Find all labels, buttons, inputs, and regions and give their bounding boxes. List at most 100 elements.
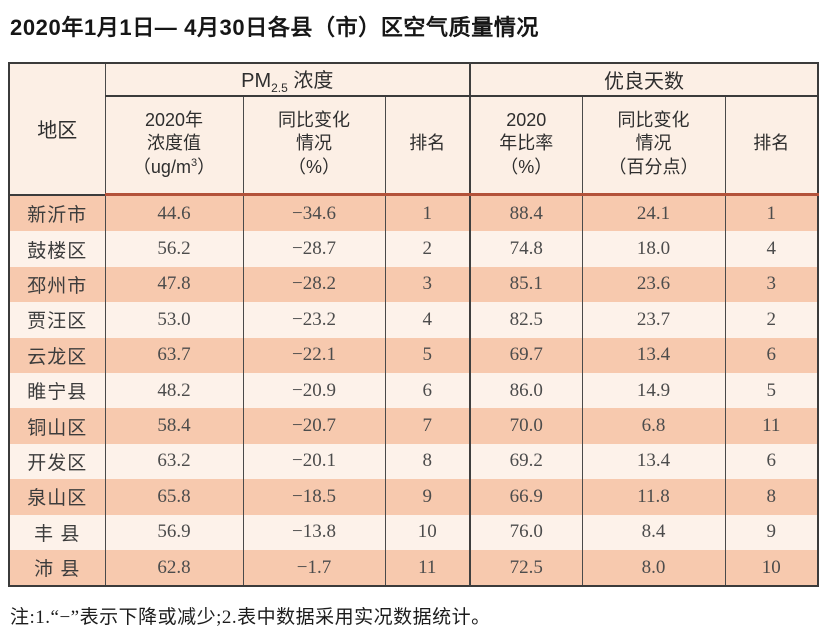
unit-post: ） bbox=[197, 156, 216, 177]
table-row: 新沂市 44.6 −34.6 1 88.4 24.1 1 bbox=[8, 194, 819, 232]
pm-value-cell: 53.0 bbox=[104, 302, 244, 338]
header-good-rank: 排名 bbox=[724, 96, 819, 196]
region-cell: 丰 县 bbox=[8, 514, 106, 550]
pm-concentration-label: 浓度 bbox=[287, 70, 334, 92]
sub-header-row: 2020年 浓度值 （ug/m3） 同比变化 情况 （%） 排名 2020 年比… bbox=[9, 96, 819, 196]
header-line: 2020年 bbox=[144, 110, 204, 131]
pm-rank-cell: 9 bbox=[384, 479, 471, 515]
good-change-cell: 8.0 bbox=[581, 549, 726, 587]
good-rate-cell: 82.5 bbox=[469, 302, 583, 338]
pm-value-cell: 63.7 bbox=[104, 337, 244, 373]
header-good-rate: 2020 年比率 （%） bbox=[469, 96, 583, 196]
good-change-cell: 13.4 bbox=[581, 443, 726, 480]
header-line: 浓度值 bbox=[147, 133, 201, 154]
pm-change-cell: −28.7 bbox=[242, 231, 386, 267]
pm-rank-cell: 3 bbox=[384, 266, 471, 303]
good-change-cell: 11.8 bbox=[581, 479, 726, 515]
header-line: 2020 bbox=[506, 110, 547, 131]
pm-rank-cell: 10 bbox=[384, 514, 471, 550]
footnote: 注:1.“−”表示下降或减少;2.表中数据采用实况数据统计。 bbox=[10, 607, 491, 629]
table-row: 贾汪区 53.0 −23.2 4 82.5 23.7 2 bbox=[8, 302, 819, 338]
good-rank-cell: 11 bbox=[724, 408, 819, 444]
table-row: 泉山区 65.8 −18.5 9 66.9 11.8 8 bbox=[8, 479, 819, 515]
table-row: 沛 县 62.8 −1.7 11 72.5 8.0 10 bbox=[8, 549, 819, 587]
pm-rank-cell: 7 bbox=[384, 408, 471, 444]
region-cell: 沛 县 bbox=[8, 549, 106, 587]
good-rank-cell: 1 bbox=[724, 194, 819, 232]
good-rank-cell: 3 bbox=[724, 266, 819, 303]
pm-rank-cell: 2 bbox=[384, 231, 471, 267]
good-rank-cell: 4 bbox=[724, 231, 819, 267]
header-good-change: 同比变化 情况 （百分点） bbox=[581, 96, 726, 196]
pm-rank-cell: 1 bbox=[384, 194, 471, 232]
good-rate-cell: 85.1 bbox=[469, 266, 583, 303]
header-line: （%） bbox=[287, 156, 340, 177]
good-rate-cell: 69.2 bbox=[469, 443, 583, 480]
pm-value-cell: 44.6 bbox=[104, 194, 244, 232]
pm-value-cell: 65.8 bbox=[104, 479, 244, 515]
header-pm-rank: 排名 bbox=[384, 96, 471, 196]
region-cell: 贾汪区 bbox=[8, 302, 106, 338]
good-change-cell: 14.9 bbox=[581, 372, 726, 409]
region-cell: 铜山区 bbox=[8, 408, 106, 444]
region-cell: 新沂市 bbox=[8, 194, 106, 232]
table-row: 开发区 63.2 −20.1 8 69.2 13.4 6 bbox=[8, 443, 819, 480]
header-line: 同比变化 bbox=[278, 110, 350, 131]
table-row: 邳州市 47.8 −28.2 3 85.1 23.6 3 bbox=[8, 266, 819, 303]
header-group-pm25: PM2.5 浓度 bbox=[104, 63, 471, 97]
header-line: （ug/m3） bbox=[108, 156, 241, 179]
good-rank-cell: 5 bbox=[724, 372, 819, 409]
pm-change-cell: −28.2 bbox=[242, 266, 386, 303]
pm-value-cell: 47.8 bbox=[104, 266, 244, 303]
region-cell: 泉山区 bbox=[8, 479, 106, 515]
good-rank-cell: 2 bbox=[724, 302, 819, 338]
good-rank-cell: 8 bbox=[724, 479, 819, 515]
pm-rank-cell: 5 bbox=[384, 337, 471, 373]
good-rate-cell: 66.9 bbox=[469, 479, 583, 515]
good-rate-cell: 76.0 bbox=[469, 514, 583, 550]
header-pm-value: 2020年 浓度值 （ug/m3） bbox=[104, 96, 244, 196]
good-rate-cell: 70.0 bbox=[469, 408, 583, 444]
pm-value-cell: 48.2 bbox=[104, 372, 244, 409]
pm-change-cell: −20.9 bbox=[242, 372, 386, 409]
pm-change-cell: −23.2 bbox=[242, 302, 386, 338]
region-cell: 鼓楼区 bbox=[8, 231, 106, 267]
good-change-cell: 23.6 bbox=[581, 266, 726, 303]
good-rank-cell: 9 bbox=[724, 514, 819, 550]
pm-change-cell: −20.1 bbox=[242, 443, 386, 480]
good-change-cell: 8.4 bbox=[581, 514, 726, 550]
region-cell: 开发区 bbox=[8, 443, 106, 480]
table-row: 睢宁县 48.2 −20.9 6 86.0 14.9 5 bbox=[8, 372, 819, 409]
pm-change-cell: −34.6 bbox=[242, 194, 386, 232]
pm-change-cell: −18.5 bbox=[242, 479, 386, 515]
unit-superscript: 3 bbox=[190, 156, 198, 169]
pm-rank-cell: 11 bbox=[384, 549, 471, 587]
header-line: （%） bbox=[500, 156, 553, 177]
good-change-cell: 23.7 bbox=[581, 302, 726, 338]
header-region: 地区 bbox=[8, 63, 106, 196]
pm-rank-cell: 8 bbox=[384, 443, 471, 480]
region-cell: 邳州市 bbox=[8, 266, 106, 303]
header-group-good-days: 优良天数 bbox=[468, 63, 819, 97]
pm-change-cell: −20.7 bbox=[242, 408, 386, 444]
good-rate-cell: 69.7 bbox=[469, 337, 583, 373]
good-change-cell: 6.8 bbox=[581, 408, 726, 444]
group-header-row: 地区 PM2.5 浓度 优良天数 bbox=[8, 63, 819, 196]
good-rate-cell: 86.0 bbox=[469, 372, 583, 409]
air-quality-table: 地区 PM2.5 浓度 优良天数 2020年 浓度值 （ug/m3） 同比变化 … bbox=[8, 62, 820, 588]
pm-rank-cell: 6 bbox=[384, 372, 471, 409]
header-line: 年比率 bbox=[499, 133, 554, 154]
table-body: 新沂市 44.6 −34.6 1 88.4 24.1 1 鼓楼区 56.2 −28.7 2 74.8 1… bbox=[8, 194, 819, 587]
good-rate-cell: 74.8 bbox=[469, 231, 583, 267]
header-line: 情况 bbox=[635, 133, 672, 154]
good-rate-cell: 88.4 bbox=[469, 194, 583, 232]
table-row: 丰 县 56.9 −13.8 10 76.0 8.4 9 bbox=[8, 514, 819, 550]
table-row: 鼓楼区 56.2 −28.7 2 74.8 18.0 4 bbox=[8, 231, 819, 267]
header-line: 情况 bbox=[296, 133, 332, 154]
good-change-cell: 24.1 bbox=[581, 194, 726, 232]
page-title: 2020年1月1日— 4月30日各县（市）区空气质量情况 bbox=[10, 15, 540, 40]
region-cell: 云龙区 bbox=[8, 337, 106, 373]
good-rank-cell: 6 bbox=[724, 337, 819, 373]
pm-value-cell: 58.4 bbox=[104, 408, 244, 444]
